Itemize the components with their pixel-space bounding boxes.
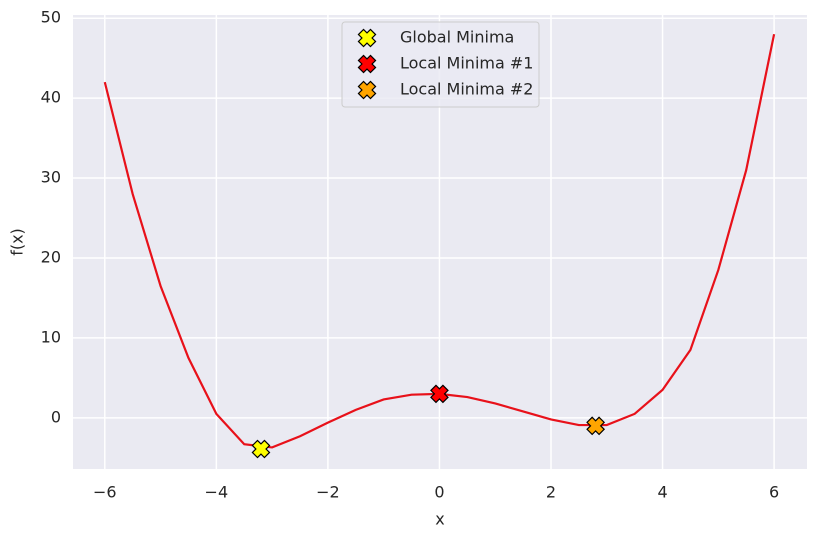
x-tick-label: 4 (657, 483, 667, 502)
x-tick-label: −2 (316, 483, 340, 502)
legend-marker (357, 80, 377, 100)
legend-label: Local Minima #1 (400, 54, 533, 73)
legend-marker (357, 54, 377, 74)
y-axis-label: f(x) (8, 228, 27, 256)
y-tick-label: 0 (51, 407, 61, 426)
legend-label: Global Minima (400, 28, 514, 47)
x-tick-label: 2 (546, 483, 556, 502)
x-tick-label: −6 (93, 483, 117, 502)
legend-box (341, 21, 540, 108)
y-tick-label: 10 (41, 327, 61, 346)
minimum-marker (430, 384, 449, 404)
x-tick-label: 0 (434, 483, 444, 502)
x-tick-label: −4 (205, 483, 229, 502)
y-tick-label: 20 (41, 247, 61, 266)
minimum-marker (251, 439, 271, 459)
x-axis-label: x (435, 510, 444, 529)
y-tick-label: 40 (41, 88, 61, 107)
y-tick-label: 50 (41, 8, 61, 27)
legend-marker (357, 28, 377, 48)
minimum-marker (586, 416, 606, 436)
legend-label: Local Minima #2 (400, 80, 533, 99)
y-tick-label: 30 (41, 168, 61, 187)
x-tick-label: 6 (769, 483, 779, 502)
